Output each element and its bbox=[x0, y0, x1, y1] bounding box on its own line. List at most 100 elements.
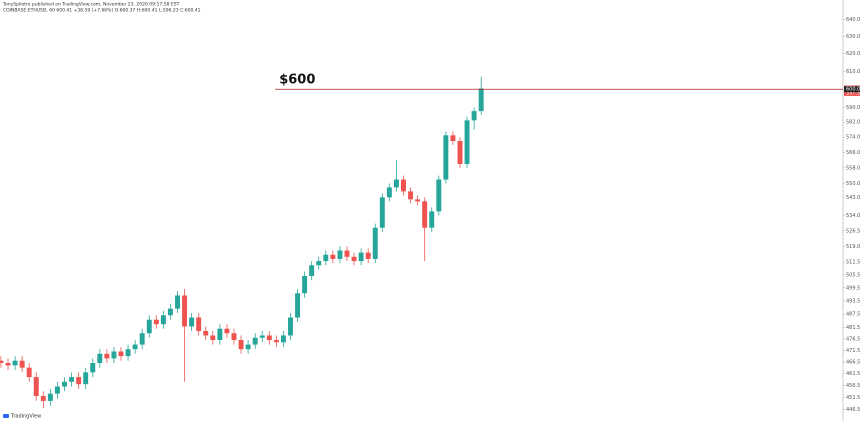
y-tick-label: 451.50 bbox=[846, 395, 860, 401]
candle-body bbox=[401, 179, 406, 192]
candle-body bbox=[238, 340, 244, 350]
candle-body bbox=[372, 227, 378, 259]
candle-body bbox=[259, 335, 265, 338]
candle-body bbox=[330, 254, 336, 259]
y-tick-label: 574.00 bbox=[846, 135, 860, 141]
candle-body bbox=[76, 377, 82, 385]
candle-body bbox=[69, 377, 75, 382]
candle-body bbox=[153, 319, 159, 325]
candle-body bbox=[415, 199, 421, 202]
candle-body bbox=[351, 256, 357, 262]
candle-body bbox=[393, 179, 399, 188]
y-tick-label: 620.00 bbox=[846, 51, 860, 57]
candle-body bbox=[33, 377, 39, 397]
candle-body bbox=[97, 353, 103, 364]
y-tick-label: 446.50 bbox=[846, 407, 860, 413]
y-tick-label: 534.00 bbox=[846, 213, 860, 219]
y-tick-label: 471.50 bbox=[846, 348, 860, 354]
candle-body bbox=[436, 179, 442, 212]
candle-body bbox=[90, 363, 96, 373]
candle-body bbox=[12, 360, 18, 366]
y-tick-label: 558.00 bbox=[846, 165, 860, 171]
y-tick-label: 461.50 bbox=[846, 371, 860, 377]
candle-body bbox=[309, 265, 315, 276]
candle-body bbox=[245, 344, 251, 350]
candle-body bbox=[429, 211, 435, 228]
candle-body bbox=[146, 319, 152, 334]
candle-body bbox=[26, 367, 32, 378]
candle-body bbox=[471, 111, 477, 121]
candle-body bbox=[408, 191, 414, 200]
candle-body bbox=[337, 250, 343, 259]
candle-body bbox=[189, 317, 195, 327]
candle-body bbox=[450, 135, 456, 141]
y-tick-label: 610.00 bbox=[846, 69, 860, 75]
candle-body bbox=[132, 344, 138, 350]
y-tick-label: 630.00 bbox=[846, 34, 860, 40]
y-tick-label: 456.50 bbox=[846, 383, 860, 389]
candle-body bbox=[464, 120, 470, 164]
y-tick-label: 582.00 bbox=[846, 120, 860, 126]
y-tick-label: 487.50 bbox=[846, 312, 860, 318]
candle-body bbox=[167, 308, 173, 316]
candle-body bbox=[344, 250, 350, 257]
brand-name: TradingView bbox=[10, 414, 41, 420]
candle-body bbox=[111, 351, 117, 359]
candle-body bbox=[160, 315, 166, 325]
candle-body bbox=[295, 293, 301, 318]
candle-body bbox=[478, 88, 484, 112]
candle-body bbox=[83, 372, 89, 385]
price-tag-label: 597.94 bbox=[846, 90, 860, 96]
brand-logo bbox=[3, 414, 9, 418]
y-tick-label: 526.50 bbox=[846, 228, 860, 234]
candle-body bbox=[47, 393, 53, 401]
candle-body bbox=[358, 252, 364, 262]
candle-body bbox=[182, 295, 188, 327]
y-tick-label: 550.00 bbox=[846, 181, 860, 187]
y-tick-label: 481.50 bbox=[846, 325, 860, 331]
candle-body bbox=[280, 335, 286, 343]
candle-body bbox=[203, 330, 209, 336]
y-tick-label: 590.00 bbox=[846, 105, 860, 111]
annotation-label: $600 bbox=[279, 73, 315, 88]
y-tick-label: 476.50 bbox=[846, 336, 860, 342]
y-tick-label: 511.50 bbox=[846, 260, 860, 266]
y-tick-label: 499.50 bbox=[846, 285, 860, 291]
y-tick-label: 519.00 bbox=[846, 244, 860, 250]
candle-body bbox=[0, 360, 4, 364]
y-tick-label: 566.00 bbox=[846, 150, 860, 156]
candle-body bbox=[210, 335, 216, 341]
price-tag-label: 600.00 bbox=[846, 87, 860, 93]
candle-body bbox=[62, 381, 67, 387]
candle-body bbox=[365, 252, 371, 259]
price-tag bbox=[844, 86, 860, 93]
candle-body bbox=[104, 353, 110, 359]
chart-subtitle: COINBASE:ETHUSD, 60 600.41 +38.59 (+7.66… bbox=[3, 8, 201, 14]
chart-title: TonySpilotro published on TradingView.co… bbox=[2, 2, 180, 8]
candle-body bbox=[302, 275, 308, 294]
y-tick-label: 543.00 bbox=[846, 195, 860, 201]
candle-body bbox=[316, 261, 322, 266]
candle-body bbox=[443, 135, 449, 180]
y-tick-label: 466.50 bbox=[846, 359, 860, 365]
y-tick-label: 640.00 bbox=[846, 17, 860, 23]
candle-body bbox=[19, 360, 25, 368]
candle-body bbox=[118, 351, 124, 357]
candle-body bbox=[125, 349, 131, 357]
candle-body bbox=[386, 187, 392, 198]
candle-body bbox=[457, 140, 463, 164]
candle-body bbox=[217, 328, 223, 341]
candle-body bbox=[196, 317, 202, 331]
candle-body bbox=[224, 328, 230, 334]
candle-body bbox=[273, 340, 279, 343]
y-tick-label: 505.50 bbox=[846, 272, 860, 278]
candle-body bbox=[40, 396, 46, 401]
candle-body bbox=[54, 386, 60, 394]
candle-body bbox=[231, 333, 237, 341]
candle-body bbox=[288, 317, 293, 336]
candle-body bbox=[379, 197, 385, 228]
price-tag bbox=[844, 89, 860, 96]
candle-body bbox=[422, 201, 428, 228]
